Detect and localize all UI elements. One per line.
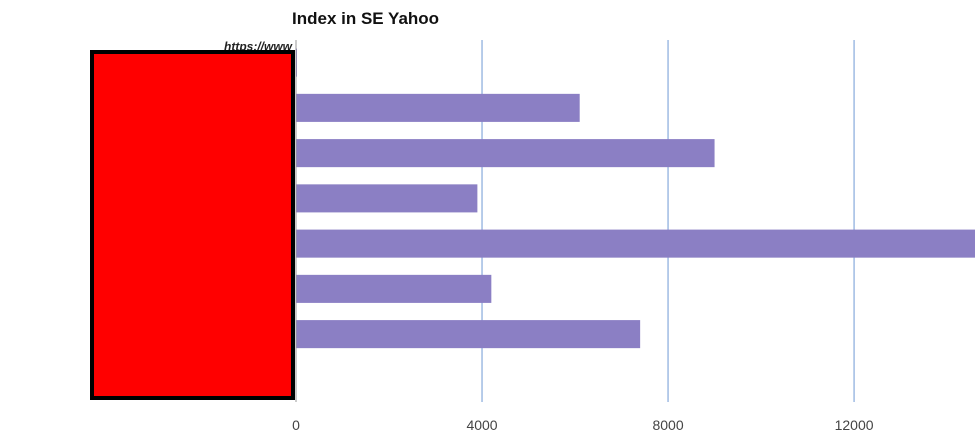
bar-layer: [296, 48, 975, 349]
x-tick-label: 8000: [652, 417, 683, 433]
x-tick-label: 0: [292, 417, 300, 433]
bar-1: [296, 93, 580, 122]
bar-3: [296, 184, 478, 213]
redaction-box: [90, 50, 295, 400]
chart-title: Index in SE Yahoo: [292, 9, 439, 28]
x-tick-label: 12000: [835, 417, 874, 433]
bar-5: [296, 274, 492, 303]
x-tick-layer: 0 4000 8000 12000: [292, 417, 874, 433]
bar-4: [296, 229, 975, 258]
bar-2: [296, 139, 715, 168]
x-tick-label: 4000: [466, 417, 497, 433]
bar-6: [296, 320, 641, 349]
